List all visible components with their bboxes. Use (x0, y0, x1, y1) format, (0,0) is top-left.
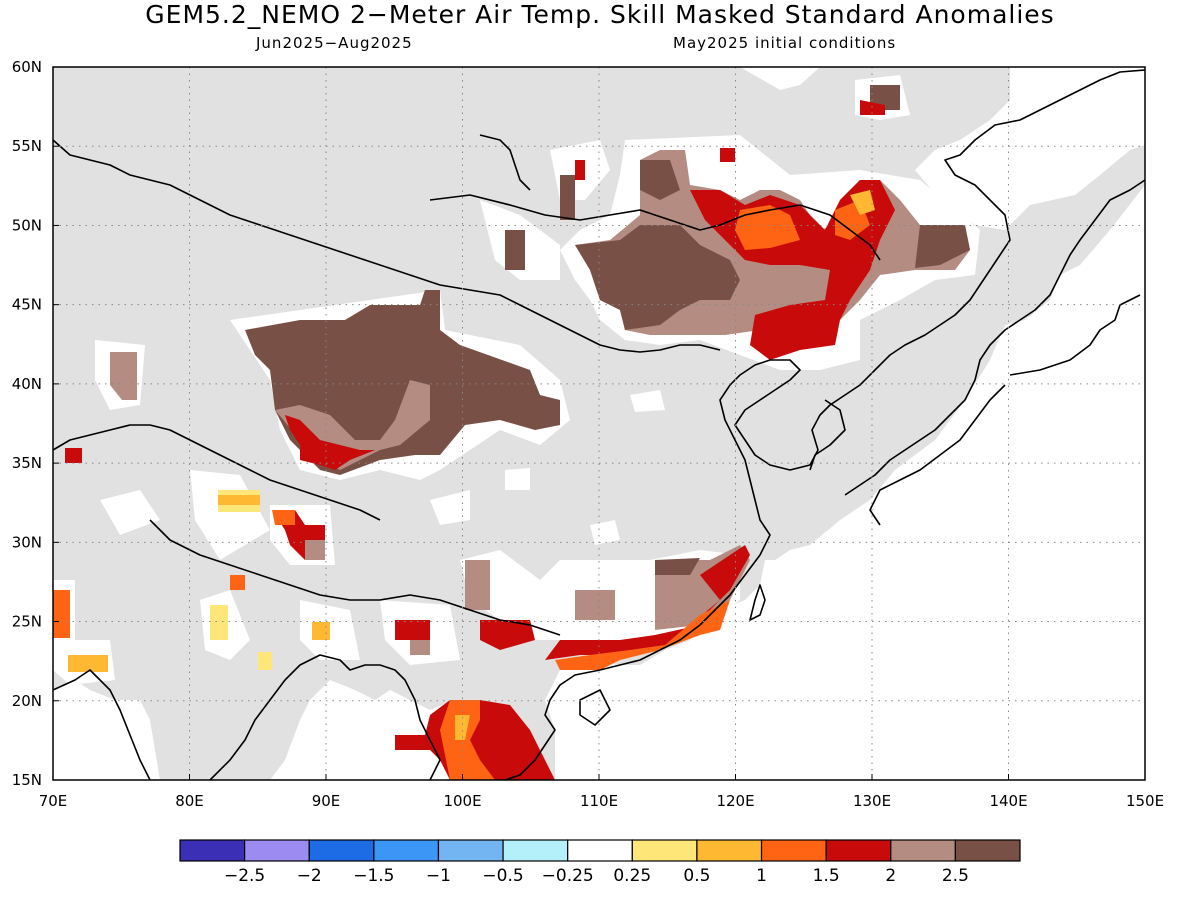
colorbar-label: 2 (885, 866, 897, 886)
colorbar-label: −0.25 (541, 866, 594, 886)
lon-tick-label: 80E (175, 792, 204, 810)
lat-tick-label: 50N (12, 216, 42, 234)
map-title: GEM5.2_NEMO 2−Meter Air Temp. Skill Mask… (145, 0, 1055, 29)
colorbar-label: 0.5 (683, 866, 711, 886)
lat-tick-label: 45N (12, 296, 42, 314)
colorbar-swatch (244, 839, 310, 862)
colorbar-swatch (954, 839, 1021, 862)
anomaly-patches (53, 85, 970, 780)
initial-conditions: May2025 initial conditions (673, 34, 897, 52)
colorbar-swatch (308, 839, 375, 862)
colorbar-swatch (179, 839, 246, 862)
lon-tick-label: 140E (989, 792, 1027, 810)
lon-tick-label: 110E (580, 792, 618, 810)
colorbar-swatch (567, 839, 633, 862)
lat-lon-grid (53, 67, 1145, 780)
colorbar-swatch (373, 839, 440, 862)
colorbar-label: −1 (425, 866, 451, 886)
colorbar-swatch (437, 839, 504, 862)
colorbar-label: −2 (296, 866, 322, 886)
lat-tick-label: 35N (12, 454, 42, 472)
colorbar-swatch (696, 839, 763, 862)
lon-tick-label: 70E (39, 792, 68, 810)
lat-tick-label: 60N (12, 58, 42, 76)
lat-tick-label: 55N (12, 137, 42, 155)
colorbar-swatch (760, 839, 827, 862)
colorbar-label: −2.5 (223, 866, 266, 886)
colorbar-label: −0.5 (482, 866, 524, 886)
colorbar-label: 1.5 (812, 866, 840, 886)
lon-tick-label: 150E (1126, 792, 1164, 810)
lon-tick-label: 130E (853, 792, 891, 810)
colorbar-swatch (825, 839, 892, 862)
colorbar-label: 1 (756, 866, 767, 886)
lon-tick-label: 100E (443, 792, 481, 810)
colorbar-label: 2.5 (941, 866, 969, 886)
lat-tick-label: 40N (12, 375, 42, 393)
colorbar-swatch (890, 839, 956, 862)
lon-tick-label: 120E (716, 792, 754, 810)
colorbar (179, 839, 1021, 862)
lat-tick-label: 25N (12, 613, 42, 631)
lat-tick-label: 30N (12, 533, 42, 551)
lat-tick-label: 15N (12, 771, 42, 789)
colorbar-label: 0.25 (613, 866, 652, 886)
lon-tick-label: 90E (312, 792, 341, 810)
colorbar-swatch (502, 839, 569, 862)
colorbar-label: −1.5 (353, 866, 395, 886)
colorbar-swatch (631, 839, 698, 862)
lat-tick-label: 20N (12, 692, 42, 710)
forecast-period: Jun2025−Aug2025 (256, 34, 413, 52)
